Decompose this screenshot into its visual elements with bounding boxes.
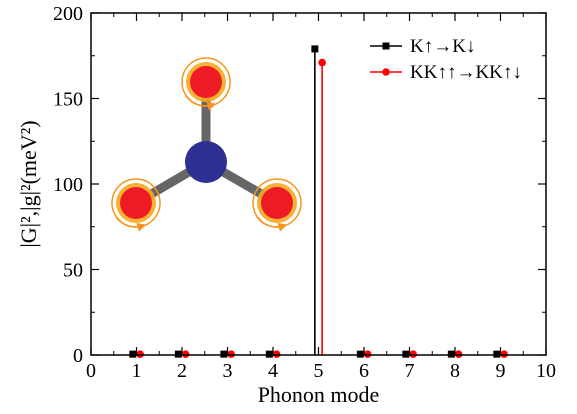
data-point (181, 350, 190, 358)
legend: K↑→K↓ KK↑↑→KK↑↓ (370, 36, 522, 83)
y-tick-label: 100 (53, 174, 83, 196)
x-tick-label: 0 (86, 360, 96, 382)
x-tick-label: 4 (268, 360, 278, 382)
rotation-arrow (185, 95, 217, 111)
data-point (409, 350, 417, 358)
x-tick-label: 6 (359, 360, 369, 382)
data-point (500, 350, 508, 358)
x-tick-label: 1 (132, 360, 142, 382)
data-point (363, 350, 372, 358)
x-tick-label: 2 (177, 360, 187, 382)
legend-label: K↑→K↓ (410, 36, 475, 57)
data-point (265, 350, 273, 358)
legend-label: KK↑↑→KK↑↓ (410, 62, 522, 83)
y-tick-label: 50 (63, 260, 83, 282)
data-point (493, 350, 501, 358)
data-point (227, 350, 235, 358)
rotation-arrow (115, 216, 147, 232)
data-point (356, 350, 364, 358)
center-atom (185, 141, 227, 183)
x-tick-label: 3 (223, 360, 233, 382)
data-point (129, 350, 137, 358)
data-point (311, 45, 319, 53)
data-marks (129, 45, 508, 358)
y-tick-label: 200 (53, 3, 83, 25)
x-tick-label: 10 (536, 360, 556, 382)
x-tick-label: 7 (405, 360, 415, 382)
data-point (402, 350, 410, 358)
x-tick-label: 9 (496, 360, 506, 382)
x-tick-label: 8 (450, 360, 460, 382)
data-point (454, 350, 463, 358)
data-point (136, 350, 144, 358)
molecule-inset (111, 57, 302, 232)
data-point (174, 350, 182, 358)
x-tick-label: 5 (314, 360, 324, 382)
outer-atom (261, 187, 293, 219)
y-tick-label: 0 (73, 345, 83, 367)
data-point (447, 350, 455, 358)
data-point (318, 58, 326, 67)
data-point (220, 350, 228, 358)
rotation-arrow (256, 216, 288, 232)
outer-atom (120, 187, 152, 219)
outer-atom (190, 66, 222, 98)
y-axis-title: |G|²,|g|²(meV²) (16, 120, 41, 247)
x-axis-title: Phonon mode (258, 382, 380, 407)
legend-marker (382, 68, 390, 76)
legend-marker (382, 42, 390, 50)
y-tick-label: 150 (53, 89, 83, 111)
data-point (272, 350, 281, 358)
